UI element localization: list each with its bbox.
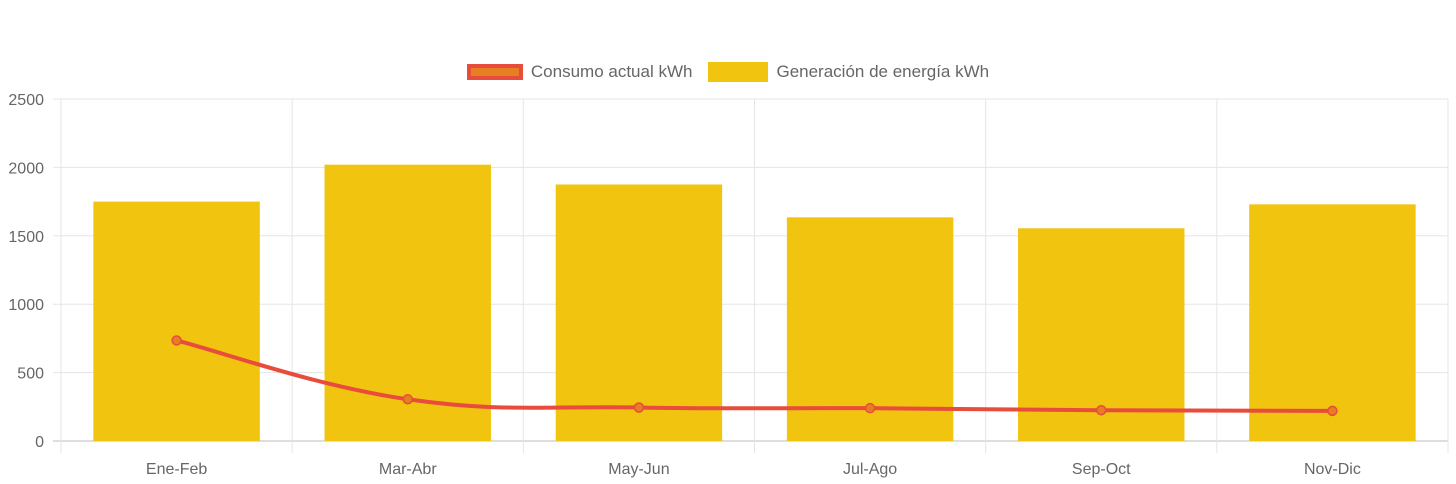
x-tick-label: Ene-Feb [146, 461, 207, 478]
legend-item-consumo[interactable]: Consumo actual kWh [466, 62, 693, 82]
point-consumo [402, 394, 413, 405]
bar-generacion [555, 184, 723, 441]
y-tick-label: 2000 [8, 160, 44, 177]
x-tick-label: May-Jun [608, 461, 669, 478]
point-consumo [864, 402, 876, 414]
y-tick-label: 500 [17, 366, 44, 383]
y-tick-label: 1500 [8, 229, 44, 246]
x-tick-label: Mar-Abr [379, 461, 437, 478]
legend-label-generacion: Generación de energía kWh [776, 62, 990, 81]
x-tick-label: Jul-Ago [843, 461, 897, 478]
point-consumo [633, 402, 645, 413]
legend-item-generacion[interactable]: Generación de energía kWh [708, 62, 989, 82]
y-tick-label: 2500 [8, 92, 44, 109]
y-tick-label: 1000 [8, 297, 44, 314]
point-consumo [171, 335, 182, 346]
x-tick-label: Sep-Oct [1072, 461, 1131, 478]
legend-swatch-consumo [466, 64, 523, 80]
bar-generacion [1249, 204, 1416, 441]
legend-label-consumo: Consumo actual kWh [530, 62, 693, 81]
point-consumo [1327, 405, 1338, 417]
line-consumo [176, 338, 1333, 413]
bar-generacion [93, 201, 260, 441]
legend-swatch-generacion [708, 62, 769, 82]
point-consumo [1096, 404, 1107, 416]
y-tick-label: 0 [35, 434, 44, 451]
x-tick-label: Nov-Dic [1304, 461, 1361, 478]
chart-legend: Consumo actual kWh Generación de energía… [0, 62, 1456, 82]
